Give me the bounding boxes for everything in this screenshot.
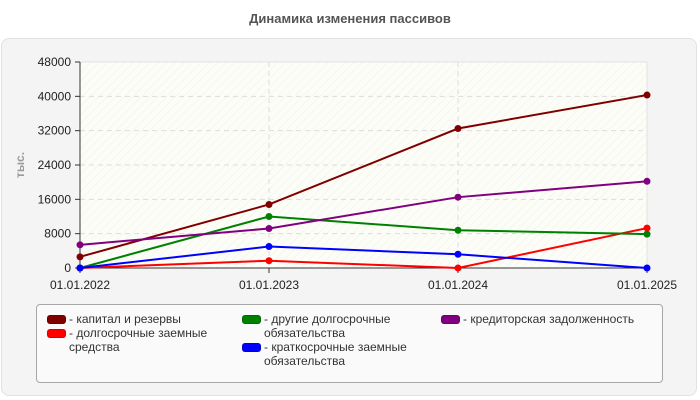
- data-point-marker[interactable]: [265, 243, 273, 251]
- x-tick-label: 01.01.2024: [428, 278, 488, 292]
- data-point-marker[interactable]: [265, 257, 273, 265]
- legend-swatch-icon: [47, 329, 66, 338]
- axes: 0 8000 16000 24000 32000 40000 48000 01.01.2022…: [38, 55, 678, 292]
- y-tick-label: 0: [64, 261, 71, 275]
- y-tick-label: 16000: [38, 192, 72, 206]
- x-tick-label: 01.01.2022: [50, 278, 110, 292]
- data-point-marker[interactable]: [643, 230, 651, 238]
- data-point-marker[interactable]: [76, 253, 84, 261]
- legend-item-long-term-loans: - долгосрочные заемные средства: [47, 326, 239, 354]
- plot-area: 0 8000 16000 24000 32000 40000 48000 01.01.2022…: [13, 55, 678, 292]
- series-lines: [76, 91, 651, 272]
- legend-swatch-icon: [242, 315, 261, 324]
- legend-item-payables: - кредиторская задолженность: [441, 312, 678, 326]
- legend-swatch-icon: [242, 343, 261, 352]
- data-point-marker[interactable]: [76, 241, 84, 249]
- x-tick-label: 01.01.2023: [239, 278, 299, 292]
- data-point-marker[interactable]: [454, 226, 462, 234]
- data-point-marker[interactable]: [454, 193, 462, 201]
- series-line: [79, 94, 648, 258]
- legend-swatch-icon: [441, 315, 460, 324]
- y-axis-label: тыс.: [13, 152, 27, 178]
- legend-swatch-icon: [47, 315, 66, 324]
- data-point-marker[interactable]: [643, 264, 651, 272]
- data-point-marker[interactable]: [643, 177, 651, 185]
- data-point-marker[interactable]: [643, 91, 651, 99]
- y-tick-label: 48000: [38, 55, 72, 69]
- data-point-marker[interactable]: [454, 250, 462, 258]
- legend-item-other-long-term: - другие долгосрочные обязательства: [242, 312, 414, 340]
- y-tick-label: 8000: [44, 227, 71, 241]
- legend: - капитал и резервы - долгосрочные заемн…: [36, 304, 663, 383]
- data-point-marker[interactable]: [265, 200, 273, 208]
- y-tick-label: 32000: [38, 124, 72, 138]
- legend-item-capital: - капитал и резервы: [47, 312, 239, 326]
- series-line: [79, 180, 648, 246]
- x-tick-label: 01.01.2025: [617, 278, 677, 292]
- y-tick-label: 40000: [38, 89, 72, 103]
- data-point-marker[interactable]: [454, 125, 462, 133]
- data-point-marker[interactable]: [265, 225, 273, 233]
- data-point-marker[interactable]: [265, 213, 273, 220]
- series-line: [79, 245, 648, 269]
- data-point-marker[interactable]: [454, 264, 462, 272]
- data-point-marker[interactable]: [76, 264, 84, 272]
- y-tick-label: 24000: [38, 158, 72, 172]
- series-line: [79, 215, 648, 269]
- series-line: [79, 227, 648, 270]
- legend-item-short-term-loans: - краткосрочные заемные обязательства: [242, 340, 424, 368]
- chart-title: Динамика изменения пассивов: [249, 11, 451, 26]
- data-point-marker[interactable]: [643, 224, 651, 232]
